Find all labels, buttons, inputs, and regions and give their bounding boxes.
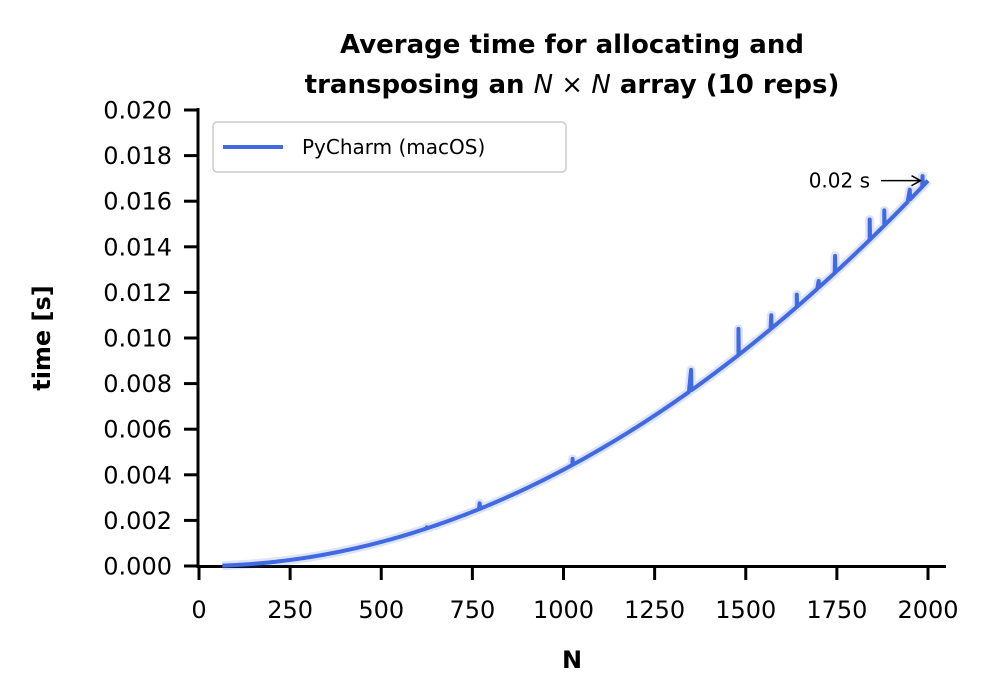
- y-tick-label: 0.018: [103, 142, 172, 170]
- y-tick-label: 0.008: [103, 370, 172, 398]
- x-tick-label: 500: [358, 596, 404, 624]
- y-axis-label: time [s]: [28, 285, 56, 391]
- x-tick-label: 250: [267, 596, 313, 624]
- x-tick-label: 1250: [624, 596, 685, 624]
- y-tick-label: 0.004: [103, 461, 172, 489]
- y-tick-label: 0.020: [103, 97, 172, 125]
- y-tick-label: 0.014: [103, 233, 172, 261]
- x-tick-label: 2000: [897, 596, 958, 624]
- annotation-text: 0.02 s: [809, 169, 870, 193]
- x-tick-label: 0: [191, 596, 206, 624]
- legend-box: [212, 121, 567, 173]
- legend: PyCharm (macOS): [212, 121, 567, 173]
- annotation: 0.02 s: [809, 169, 923, 193]
- chart-title-line2: transposing an N × N array (10 reps): [305, 70, 840, 100]
- legend-label: PyCharm (macOS): [302, 135, 485, 159]
- x-ticks: 0 250 500 750 1000 1250 1500 1750 2000: [191, 566, 959, 624]
- series-variance-band: [220, 171, 932, 571]
- x-tick-label: 750: [449, 596, 495, 624]
- y-tick-label: 0.016: [103, 188, 172, 216]
- x-tick-label: 1750: [806, 596, 867, 624]
- y-tick-label: 0.000: [103, 553, 172, 581]
- y-tick-label: 0.010: [103, 325, 172, 353]
- y-tick-label: 0.006: [103, 416, 172, 444]
- series-line: [222, 174, 930, 568]
- annotation-arrow-head: [911, 175, 923, 187]
- x-tick-label: 1000: [533, 596, 594, 624]
- chart-title-prefix: transposing an: [305, 70, 534, 100]
- y-tick-label: 0.002: [103, 507, 172, 535]
- y-tick-label: 0.012: [103, 279, 172, 307]
- chart-title-math: N × N: [534, 70, 611, 100]
- x-axis-label: N: [562, 646, 582, 674]
- data-series: [220, 171, 932, 571]
- chart-title-line1: Average time for allocating and: [340, 30, 804, 60]
- chart-title-suffix: array (10 reps): [611, 70, 840, 100]
- y-ticks: 0.000 0.002 0.004 0.006 0.008 0.010 0.012 0.014…: [103, 97, 198, 581]
- x-tick-label: 1500: [715, 596, 776, 624]
